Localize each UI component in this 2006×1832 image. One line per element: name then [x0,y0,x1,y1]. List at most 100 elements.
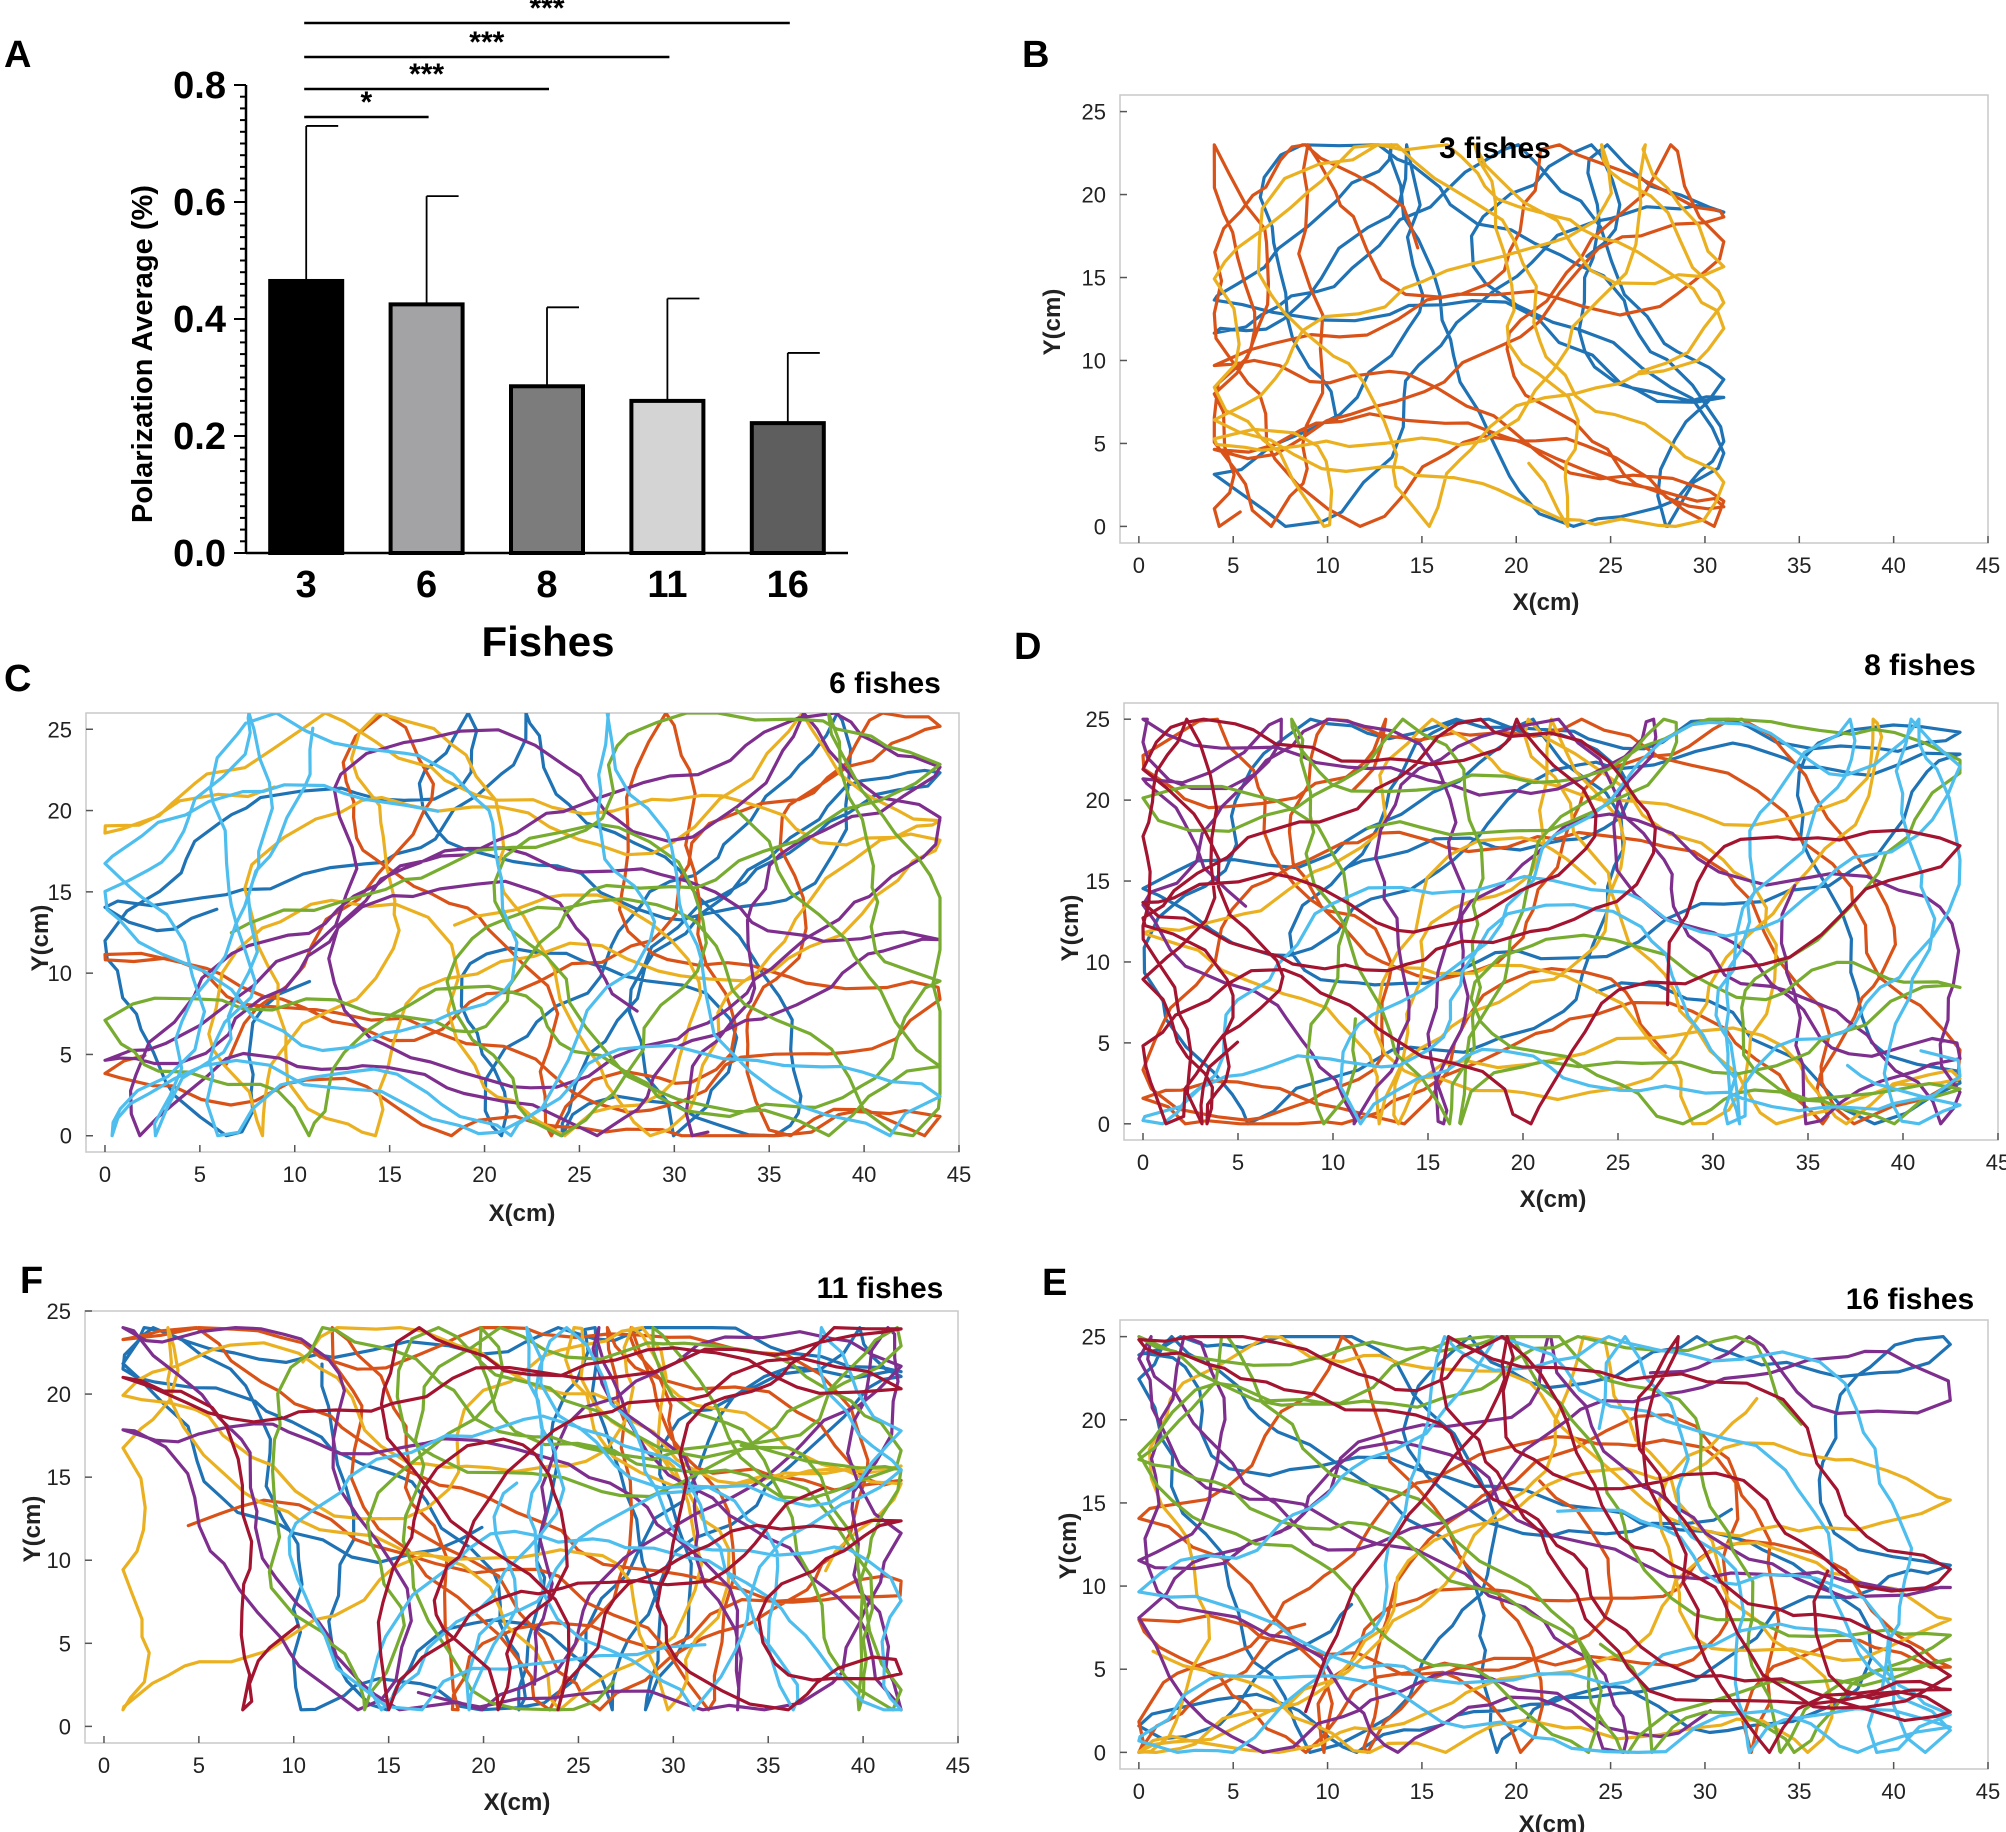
plot-frame [1119,94,1989,544]
trajectory-plot-e: 0 5 10 15 20 25 30 35 40 45 0 5 10 15 20 25 X(cm) Y(cm) 16… [1055,1283,2000,1832]
trajectory-series-6 [1141,717,1962,1126]
x-tick-label: 35 [756,1753,780,1778]
y-tick-label: 25 [47,1299,71,1324]
bar [268,278,345,555]
bar [629,398,706,555]
x-tick-label: 10 [283,1162,307,1187]
significance-label: *** [469,26,504,59]
bar [509,384,585,555]
y-tick-label: 0 [59,1714,71,1739]
x-tick-label: 0 [1137,1150,1149,1175]
significance-label: *** [409,58,444,91]
x-tick-label: 35 [1787,553,1811,578]
y-tick-label: 25 [1082,100,1106,125]
significance-label: *** [529,0,564,25]
x-tick-label: 40 [1881,553,1905,578]
x-tick-label: 45 [1976,553,2000,578]
x-tick-label: 0 [1133,553,1145,578]
bar [388,302,465,555]
x-tick-label: 20 [1504,553,1528,578]
x-tick-label: 10 [1321,1150,1345,1175]
trajectory-plot-c: 0 5 10 15 20 25 30 35 40 45 0 5 10 15 20 25 X(cm) Y(cm) 6 … [27,667,971,1227]
y-tick-label: 20 [48,799,72,824]
trajectory-series-1 [1212,143,1726,528]
bar [749,421,826,555]
trajectories [1212,143,1726,528]
y-tick-label: 10 [48,961,72,986]
y-tick-label: 0.0 [173,533,226,575]
x-tick-label: 10 [1315,1779,1339,1804]
y-tick-label: 15 [1082,266,1106,291]
x-tick-label: 8 [536,564,557,606]
trajectory-series-3 [1212,143,1726,528]
trajectory-series-1 [1141,717,1962,1126]
x-tick-label: 10 [1315,553,1339,578]
y-axis-title: Y(cm) [1039,289,1066,356]
trajectory-plot-b: 0 5 10 15 20 25 30 35 40 45 0 5 10 15 20 25 X(cm) Y(cm) 3 … [1039,94,2000,616]
trajectory-plot-d: 0 5 10 15 20 25 30 35 40 45 0 5 10 15 20 25 X(cm) Y(cm) 8 … [1057,649,2006,1213]
plot-title: 8 fishes [1864,649,1976,682]
x-tick-label: 20 [1504,1779,1528,1804]
trajectory-series-1 [1137,1335,1952,1754]
y-tick-label: 0 [1098,1112,1110,1137]
x-tick-label: 35 [1787,1779,1811,1804]
trajectory-series-2 [1212,143,1726,528]
y-tick-label: 25 [48,717,72,742]
y-tick-label: 0.8 [173,65,226,107]
trajectory-series-4 [121,1326,903,1712]
x-tick-label: 25 [1598,1779,1622,1804]
y-tick-label: 25 [1086,707,1110,732]
y-tick-label: 0 [1094,1740,1106,1765]
trajectory-series-7 [1137,1335,1952,1754]
x-tick-label: 0 [98,1753,110,1778]
y-tick-label: 10 [1082,348,1106,373]
x-tick-label: 25 [567,1162,591,1187]
x-tick-label: 15 [1410,1779,1434,1804]
x-tick-label: 30 [662,1162,686,1187]
y-tick-label: 20 [1082,1408,1106,1433]
x-tick-label: 45 [946,1753,970,1778]
x-axis-title: X(cm) [1519,1811,1586,1832]
y-tick-label: 10 [47,1548,71,1573]
x-tick-label: 0 [1133,1779,1145,1804]
y-tick-label: 0.4 [173,299,226,341]
x-tick-label: 5 [1227,1779,1239,1804]
x-tick-label: 5 [1232,1150,1244,1175]
trajectory-series-6 [287,1326,903,1712]
x-tick-label: 30 [1693,1779,1717,1804]
trajectory-series-5 [103,713,942,1138]
trajectory-series-7 [1141,717,1962,1126]
y-axis-title: Polarization Average (%) [127,185,159,523]
trajectory-series-6 [103,713,942,1138]
y-tick-label: 0 [60,1124,72,1149]
trajectory-series-3 [1141,717,1962,1126]
y-tick-label: 20 [1082,183,1106,208]
y-tick-label: 0.6 [173,182,226,224]
plot-title: 16 fishes [1846,1283,1974,1316]
x-tick-label: 30 [661,1753,685,1778]
panel-letter-c: C [4,658,32,700]
x-tick-label: 20 [1511,1150,1535,1175]
trajectory-plot-f: 0 5 10 15 20 25 30 35 40 45 0 5 10 15 20 25 X(cm) Y(cm) 11… [19,1272,970,1816]
y-tick-label: 15 [1082,1491,1106,1516]
y-tick-label: 5 [1094,1657,1106,1682]
y-tick-label: 20 [47,1382,71,1407]
panel-letter-b: B [1022,34,1050,76]
y-tick-label: 0 [1094,514,1106,539]
x-tick-label: 25 [1606,1150,1630,1175]
x-axis-title: Fishes [481,618,614,665]
x-tick-label: 20 [471,1753,495,1778]
y-tick-label: 15 [47,1465,71,1490]
y-tick-label: 15 [1086,869,1110,894]
trajectories [1137,1335,1952,1754]
y-tick-label: 5 [59,1631,71,1656]
x-tick-label: 25 [1598,553,1622,578]
x-axis-title: X(cm) [484,1789,551,1816]
x-tick-label: 20 [472,1162,496,1187]
y-tick-label: 10 [1082,1574,1106,1599]
panel-letter-f: F [20,1260,44,1302]
plot-title: 3 fishes [1439,132,1551,165]
x-tick-label: 10 [282,1753,306,1778]
x-tick-label: 5 [1227,553,1239,578]
x-axis-title: X(cm) [489,1200,556,1227]
